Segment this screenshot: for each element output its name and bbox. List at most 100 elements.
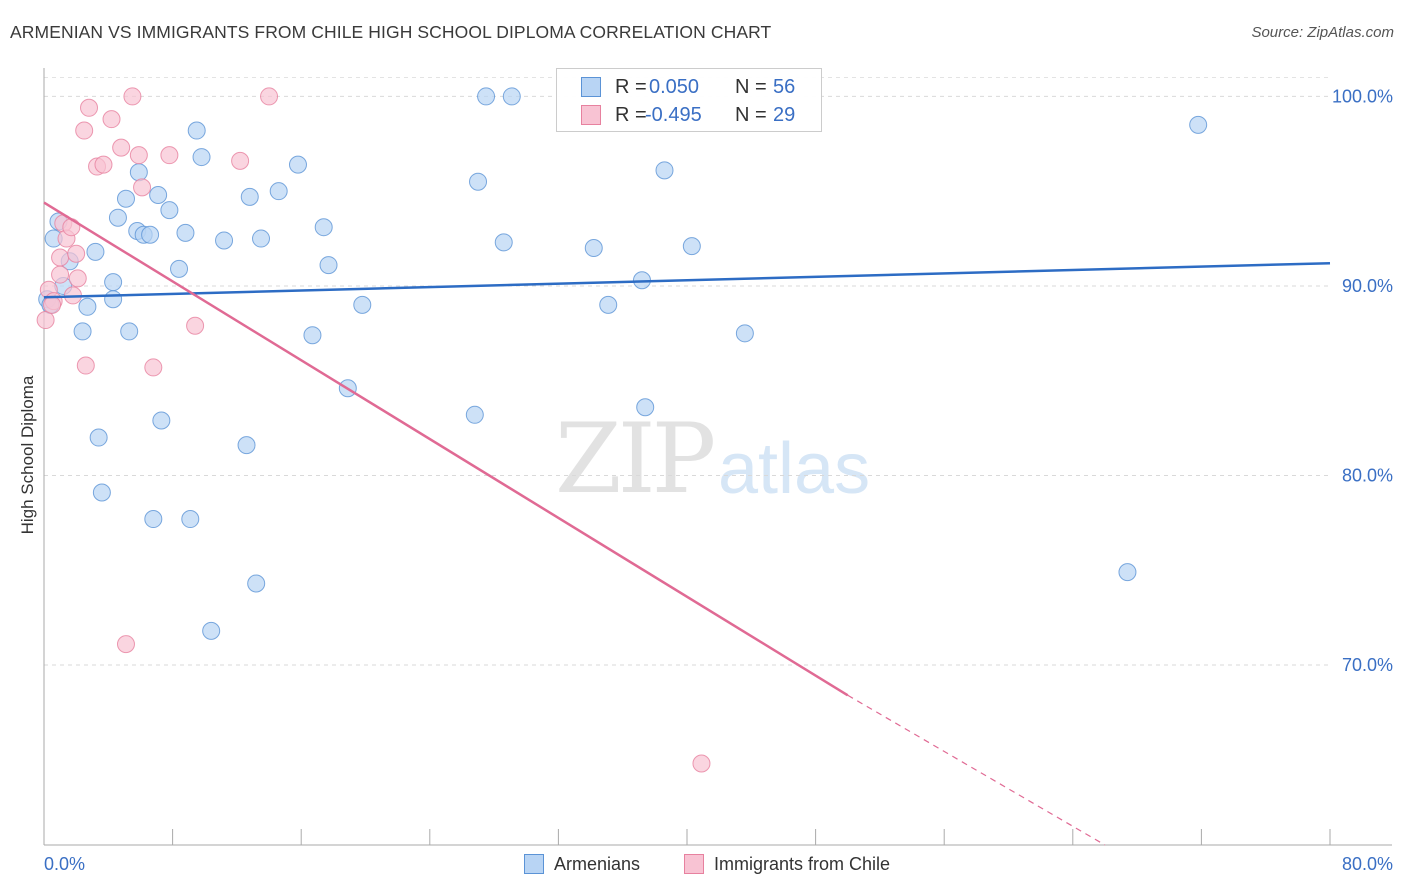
- armenians-point: [494, 233, 513, 252]
- legend-swatch-armenians: [581, 77, 601, 97]
- legend-n-label: N =: [735, 75, 767, 98]
- armenians-point: [176, 223, 195, 242]
- legend-n-value-armenians: 56: [773, 75, 796, 98]
- armenians-point: [636, 398, 655, 417]
- armenians-point: [215, 231, 234, 250]
- armenians-point: [202, 621, 221, 640]
- watermark-zip: ZIP: [555, 403, 716, 515]
- armenians-point: [181, 510, 200, 529]
- armenians-point: [108, 208, 127, 227]
- chile-point: [94, 155, 113, 174]
- legend-r-label: R =: [615, 103, 647, 126]
- series-swatch-armenians: [524, 854, 544, 874]
- armenians-point: [152, 411, 171, 430]
- armenians-point: [89, 428, 108, 447]
- y-tick-label: 100.0%: [1332, 86, 1393, 106]
- watermark-atlas: atlas: [718, 429, 871, 509]
- chile-trend-line: [43, 201, 849, 697]
- armenians-point: [116, 189, 135, 208]
- armenians-point: [187, 121, 206, 140]
- armenians-point: [104, 273, 123, 292]
- armenians-point: [104, 290, 123, 309]
- armenians-point: [682, 237, 701, 256]
- legend-n-value-chile: 29: [773, 103, 796, 126]
- chile-point: [76, 356, 95, 375]
- armenians-point: [584, 239, 603, 258]
- chile-point: [123, 87, 142, 106]
- y-tick-label: 70.0%: [1342, 655, 1393, 675]
- chile-point: [51, 248, 70, 267]
- legend-r-value-armenians: 0.050: [649, 75, 700, 98]
- chile-point: [80, 98, 99, 117]
- x-tick-label: 0.0%: [44, 854, 85, 874]
- armenians-point: [86, 242, 105, 261]
- armenians-point: [160, 201, 179, 220]
- armenians-point: [319, 256, 338, 275]
- chile-point: [129, 146, 148, 165]
- chile-point: [186, 316, 205, 335]
- y-tick-label: 80.0%: [1342, 465, 1393, 485]
- chile-point: [51, 265, 70, 284]
- chile-point: [144, 358, 163, 377]
- y-tick-label: 90.0%: [1342, 276, 1393, 296]
- armenians-point: [73, 322, 92, 341]
- armenians-point: [465, 405, 484, 424]
- chile-point: [68, 269, 87, 288]
- series-label-chile: Immigrants from Chile: [714, 853, 891, 874]
- chile-point: [112, 138, 131, 157]
- chile-point: [36, 311, 55, 330]
- armenians-trend-line: [43, 261, 1331, 299]
- chile-point: [231, 151, 250, 170]
- armenians-point: [141, 225, 160, 244]
- armenians-point: [502, 87, 521, 106]
- chile-point: [62, 218, 81, 237]
- armenians-point: [353, 295, 372, 314]
- chart-title: ARMENIAN VS IMMIGRANTS FROM CHILE HIGH S…: [10, 22, 772, 42]
- armenians-point: [78, 297, 97, 316]
- armenians-point: [1118, 563, 1137, 582]
- armenians-point: [288, 155, 307, 174]
- series-legend: Armenians Immigrants from Chile: [0, 852, 1406, 876]
- armenians-point: [269, 182, 288, 201]
- chile-point: [102, 110, 121, 129]
- armenians-point: [252, 229, 271, 248]
- chile-point: [260, 87, 279, 106]
- x-tick-label: 80.0%: [1342, 854, 1393, 874]
- chile-point: [133, 178, 152, 197]
- chile-point: [116, 635, 135, 654]
- armenians-point: [303, 326, 322, 345]
- armenians-point: [314, 218, 333, 237]
- armenians-point: [129, 163, 148, 182]
- series-legend-armenians: Armenians: [524, 852, 640, 876]
- armenians-point: [237, 436, 256, 455]
- correlation-legend: R = 0.050 N = 56 R = -0.495 N = 29: [556, 68, 822, 132]
- armenians-point: [149, 185, 168, 204]
- legend-r-value-chile: -0.495: [645, 103, 702, 126]
- series-label-armenians: Armenians: [554, 853, 641, 874]
- legend-swatch-chile: [581, 105, 601, 125]
- series-swatch-chile: [684, 854, 704, 874]
- armenians-point: [1189, 115, 1208, 134]
- armenians-point: [247, 574, 266, 593]
- chile-point: [67, 244, 86, 263]
- chile-point: [160, 146, 179, 165]
- legend-n-label: N =: [735, 103, 767, 126]
- armenians-point: [599, 295, 618, 314]
- armenians-point: [192, 148, 211, 167]
- chile-point: [43, 295, 62, 314]
- armenians-point: [469, 172, 488, 191]
- armenians-point: [735, 324, 754, 343]
- chile-point: [692, 754, 711, 773]
- armenians-point: [144, 510, 163, 529]
- chile-trend-extension: [847, 694, 1106, 846]
- legend-r-label: R =: [615, 75, 647, 98]
- armenians-point: [92, 483, 111, 502]
- armenians-point: [655, 161, 674, 180]
- series-legend-chile: Immigrants from Chile: [684, 852, 890, 876]
- source-label: Source: ZipAtlas.com: [1251, 24, 1394, 41]
- chile-point: [75, 121, 94, 140]
- armenians-point: [120, 322, 139, 341]
- armenians-point: [240, 187, 259, 206]
- armenians-point: [477, 87, 496, 106]
